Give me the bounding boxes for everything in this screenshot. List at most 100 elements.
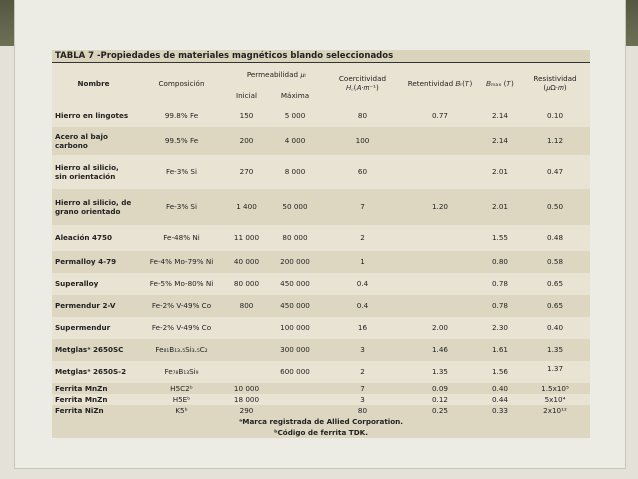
table-cell <box>400 224 480 251</box>
table-cell: 1.12 <box>520 126 591 155</box>
table-cell: 99.5% Fe <box>135 126 228 155</box>
table-row: Hierro al silicio, de grano orientado Fe-… <box>52 188 591 225</box>
table-cell <box>265 382 325 394</box>
table-cell: Hierro al silicio, sin orientación <box>52 154 135 189</box>
table-cell: 18 000 <box>228 393 265 405</box>
table-cell: 600 000 <box>265 360 325 383</box>
table-cell: K5ᵇ <box>135 404 228 416</box>
table-cell: 0.4 <box>325 294 400 317</box>
column-header: Retentividad 𝐵ᵣ(𝑇) <box>400 62 480 105</box>
table-cell: Permalloy 4-79 <box>52 250 135 273</box>
table-cell: 5 000 <box>265 104 325 127</box>
table-cell: 4 000 <box>265 126 325 155</box>
table-cell: Hierro en lingotes <box>52 104 135 127</box>
table-cell: 0.50 <box>520 188 591 225</box>
table-cell: 50 000 <box>265 188 325 225</box>
table-cell: 1.61 <box>480 338 520 361</box>
table-cell <box>400 154 480 189</box>
table-cell: 1.56 <box>480 360 520 383</box>
table-cell: 290 <box>228 404 265 416</box>
table-cell <box>400 294 480 317</box>
table-cell: 5x10⁴ <box>520 393 591 405</box>
table-cell: 450 000 <box>265 272 325 295</box>
table-cell: 0.44 <box>480 393 520 405</box>
table-cell: Fe₈₁B₁₃.₅Si₃.₅C₂ <box>135 338 228 361</box>
table-row: Superalloy Fe-5% Mo-80% Ni 80 000 450 000 0.… <box>52 272 591 295</box>
table-cell: 1.46 <box>400 338 480 361</box>
table-cell: Ferrita MnZn <box>52 382 135 394</box>
table-cell: 2.30 <box>480 316 520 339</box>
properties-table: TABLA 7 -Propiedades de materiales magné… <box>52 50 591 438</box>
column-header: Permeabilidad 𝜇ᵣ <box>228 62 325 87</box>
table-cell: 0.80 <box>480 250 520 273</box>
table-cell: Metglasᵃ 2650S-2 <box>52 360 135 383</box>
table-cell: 450 000 <box>265 294 325 317</box>
table-cell: 270 <box>228 154 265 189</box>
table-cell: 0.77 <box>400 104 480 127</box>
table-row: Acero al bajo carbono 99.5% Fe 200 4 000 100… <box>52 126 591 155</box>
table-cell: 1.35 <box>400 360 480 383</box>
column-header: Nombre <box>52 62 135 105</box>
table-row: ᵃMarca registrada de Allied Corporation. <box>52 415 591 427</box>
table-cell: Ferrita NiZn <box>52 404 135 416</box>
table-cell: 300 000 <box>265 338 325 361</box>
table-cell: 1.35 <box>520 338 591 361</box>
table-title: TABLA 7 -Propiedades de materiales magné… <box>52 50 591 63</box>
table-cell: 1 <box>325 250 400 273</box>
table-cell: 2 <box>325 360 400 383</box>
table-cell <box>228 338 265 361</box>
column-header: Resistividad (𝜇Ω·𝑚) <box>520 62 591 105</box>
table-row: TABLA 7 -Propiedades de materiales magné… <box>52 50 591 63</box>
table-cell: 0.65 <box>520 294 591 317</box>
table-cell: Fe-2% V-49% Co <box>135 316 228 339</box>
table-cell: 99.8% Fe <box>135 104 228 127</box>
table-cell: 100 <box>325 126 400 155</box>
table-cell: 1.37 <box>520 360 591 383</box>
table-row: Ferrita MnZn H5Eᵇ 18 000 3 0.12 0.44 5x10⁴ <box>52 393 591 405</box>
table-cell: 0.09 <box>400 382 480 394</box>
table-cell: Fe-3% Si <box>135 154 228 189</box>
table-cell: 60 <box>325 154 400 189</box>
table-cell: 16 <box>325 316 400 339</box>
table-row: Metglasᵃ 2650SC Fe₈₁B₁₃.₅Si₃.₅C₂ 300 000 3 1… <box>52 338 591 361</box>
table-cell: 800 <box>228 294 265 317</box>
table-cell: 3 <box>325 338 400 361</box>
column-header: 𝐵ₘₐₓ (𝑇) <box>480 62 520 105</box>
table-cell: 10 000 <box>228 382 265 394</box>
table-cell <box>400 126 480 155</box>
table-cell <box>400 250 480 273</box>
table-cell: Metglasᵃ 2650SC <box>52 338 135 361</box>
table-cell: Permendur 2-V <box>52 294 135 317</box>
table-row: ᵇCódigo de ferrita TDK. <box>52 426 591 438</box>
table-cell: 100 000 <box>265 316 325 339</box>
table-cell: Fe-5% Mo-80% Ni <box>135 272 228 295</box>
table-cell: 1.55 <box>480 224 520 251</box>
table-cell: 0.4 <box>325 272 400 295</box>
table-cell: Hierro al silicio, de grano orientado <box>52 188 135 225</box>
table-cell: 1.20 <box>400 188 480 225</box>
table-cell: Fe-4% Mo-79% Ni <box>135 250 228 273</box>
table-cell: 1 400 <box>228 188 265 225</box>
table-cell: Aleación 4750 <box>52 224 135 251</box>
table-cell: Ferrita MnZn <box>52 393 135 405</box>
table-cell: 2.14 <box>480 126 520 155</box>
table-cell: 2.01 <box>480 188 520 225</box>
column-header: Coercitividad 𝐻꜀(𝐴·𝑚⁻¹) <box>325 62 400 105</box>
table-row: Aleación 4750 Fe-48% Ni 11 000 80 000 2 1.55 0… <box>52 224 591 251</box>
table-cell: 200 000 <box>265 250 325 273</box>
table-cell: 150 <box>228 104 265 127</box>
column-subheader: Máxima <box>265 86 325 105</box>
table-cell: Superalloy <box>52 272 135 295</box>
table-cell: 2.00 <box>400 316 480 339</box>
table-cell: 80 <box>325 104 400 127</box>
table-row: Ferrita NiZn K5ᵇ 290 80 0.25 0.33 2x10¹² <box>52 404 591 416</box>
table-cell: 7 <box>325 382 400 394</box>
table-cell: H5Eᵇ <box>135 393 228 405</box>
table-cell: 0.40 <box>520 316 591 339</box>
table-cell: 0.78 <box>480 294 520 317</box>
table-cell <box>265 404 325 416</box>
table-cell: 0.10 <box>520 104 591 127</box>
table-cell: 0.33 <box>480 404 520 416</box>
table-cell: 80 <box>325 404 400 416</box>
